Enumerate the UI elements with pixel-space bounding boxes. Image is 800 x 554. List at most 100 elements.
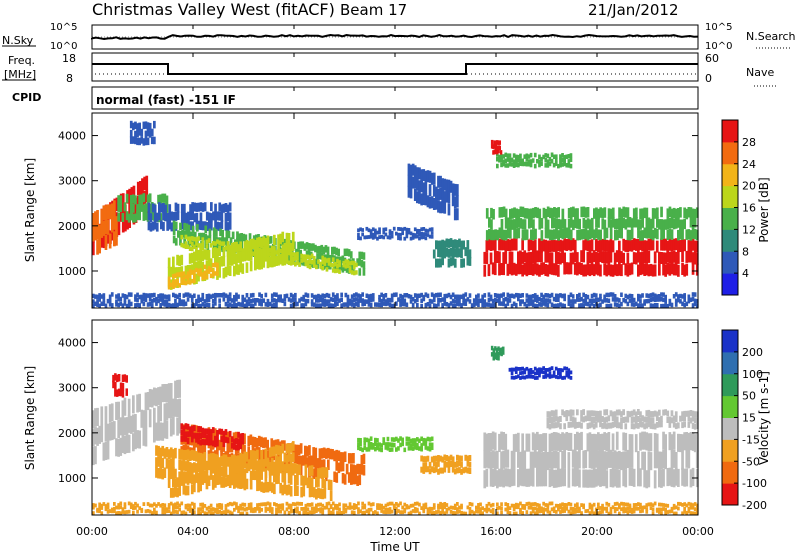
velocity-cell — [443, 466, 447, 473]
power-cell — [167, 296, 171, 302]
power-cell — [557, 264, 560, 277]
power-cell — [529, 152, 533, 158]
power-cell — [422, 227, 426, 231]
power-cell — [123, 297, 127, 302]
power-cell — [165, 294, 169, 300]
power-cell — [102, 205, 106, 221]
power-cell — [237, 294, 240, 299]
power-cell — [209, 243, 213, 248]
power-cell — [527, 159, 531, 164]
power-cell — [209, 258, 213, 269]
velocity-cell — [662, 503, 665, 507]
power-cell — [677, 229, 680, 241]
velocity-cell — [588, 469, 592, 488]
velocity-cell — [658, 510, 661, 514]
power-cell — [573, 299, 577, 304]
power-cell — [151, 221, 155, 231]
power-cell — [447, 238, 451, 248]
velocity-cell — [239, 433, 242, 440]
power-cell — [218, 202, 222, 212]
power-cell — [630, 297, 634, 303]
velocity-cell — [451, 510, 455, 515]
power-cell — [641, 217, 644, 228]
power-cell — [283, 297, 287, 302]
velocity-cell — [230, 511, 234, 515]
power-cell — [576, 294, 579, 299]
velocity-cell — [277, 445, 280, 456]
power-cell — [161, 293, 165, 298]
velocity-cell — [445, 503, 449, 507]
power-cell — [179, 222, 182, 231]
power-cell — [439, 258, 442, 268]
power-cell — [607, 263, 611, 276]
power-cell — [183, 203, 186, 213]
velocity-cell — [477, 503, 480, 507]
velocity-cell — [674, 511, 678, 515]
power-cell — [658, 294, 661, 299]
power-cell — [123, 202, 127, 212]
velocity-cell — [192, 437, 196, 448]
velocity-cell — [494, 352, 497, 357]
power-cell — [371, 227, 375, 232]
power-cell — [378, 302, 381, 308]
power-cell — [342, 302, 346, 307]
power-cell — [409, 174, 413, 187]
power-cell — [586, 207, 590, 218]
velocity-cell — [360, 455, 364, 466]
velocity-cell — [201, 502, 205, 507]
velocity-cell — [186, 423, 190, 430]
freq-label-2: [MHz] — [4, 68, 36, 81]
sky-tick-top: 10^5 — [50, 22, 77, 33]
power-cell — [369, 297, 373, 303]
power-cell — [180, 211, 184, 221]
velocity-cell — [172, 503, 175, 508]
power-cell — [268, 256, 272, 268]
date-title: 21/Jan/2012 — [588, 1, 679, 19]
power-cell — [515, 217, 518, 229]
velocity-cell — [624, 416, 628, 423]
velocity-cell — [336, 506, 339, 511]
velocity-cell — [609, 422, 613, 429]
power-cell — [670, 208, 674, 220]
power-cell — [195, 261, 198, 272]
velocity-cell — [357, 445, 360, 451]
velocity-cell — [497, 352, 500, 357]
power-cell — [136, 195, 140, 210]
velocity-cell — [491, 507, 495, 512]
power-cell — [409, 231, 413, 236]
velocity-cell — [289, 506, 293, 510]
velocity-cell — [664, 503, 667, 508]
velocity-cell — [626, 502, 630, 507]
power-cell — [188, 293, 192, 298]
power-cell — [500, 158, 503, 163]
velocity-cell — [548, 411, 552, 418]
velocity-cell — [693, 434, 697, 453]
power-cell — [331, 246, 334, 255]
velocity-cell — [483, 432, 487, 451]
velocity-cell — [380, 503, 383, 508]
velocity-cell — [150, 389, 154, 408]
power-cell — [153, 136, 156, 145]
power-cell — [205, 269, 209, 274]
power-cell — [540, 297, 543, 303]
power-cell — [655, 297, 659, 302]
power-cell — [530, 208, 533, 219]
power-cell — [647, 238, 651, 251]
power-cell — [695, 229, 699, 241]
power-cell — [291, 252, 295, 257]
power-cell — [571, 299, 575, 304]
power-cell — [180, 242, 184, 248]
velocity-cell — [500, 351, 503, 357]
power-cell — [493, 251, 497, 264]
velocity-cell — [121, 383, 125, 391]
velocity-cell — [571, 449, 575, 468]
power-cell — [514, 238, 518, 251]
velocity-cell — [691, 503, 695, 507]
power-cell — [226, 255, 230, 266]
power-cell — [635, 217, 638, 228]
velocity-cell — [607, 432, 611, 451]
power-cell — [361, 301, 364, 307]
velocity-cell — [325, 467, 329, 478]
power-cell — [466, 297, 470, 302]
velocity-cell — [645, 509, 649, 514]
